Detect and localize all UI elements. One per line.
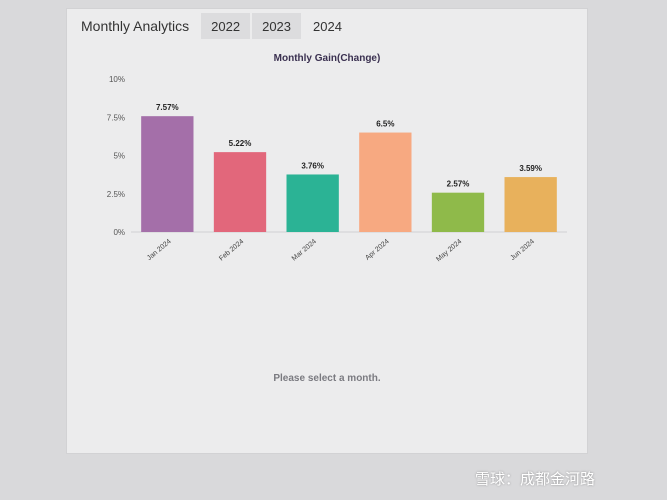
bar[interactable] — [213, 152, 267, 232]
x-tick-label: Apr 2024 — [364, 238, 390, 262]
year-tab-bar: Monthly Analytics 2022 2023 2024 — [73, 13, 352, 39]
y-tick-label: 2.5% — [107, 190, 125, 199]
chart-title: Monthly Gain(Change) — [273, 53, 381, 64]
bar[interactable] — [504, 177, 557, 232]
bar-value-label: 7.57% — [156, 103, 179, 112]
x-tick-label: Mar 2024 — [291, 238, 318, 262]
tab-2024[interactable]: 2024 — [313, 18, 342, 34]
bar-value-label: 3.59% — [519, 164, 542, 173]
bar-value-label: 2.57% — [447, 180, 470, 189]
bar-chart: 0% 2.5% 5% 7.5% 10% 7.57% Jan 2024 5.22% Feb 202… — [107, 75, 567, 263]
bar[interactable] — [431, 192, 485, 232]
tab-2023[interactable]: 2023 — [252, 13, 302, 39]
watermark-text: 雪球：成都金河路 — [475, 471, 596, 488]
select-month-hint: Please select a month. — [273, 373, 381, 384]
x-tick-label: Feb 2024 — [218, 238, 245, 262]
x-tick-label: Jan 2024 — [146, 238, 173, 262]
bar-value-label: 6.5% — [376, 120, 394, 129]
panel-title: Monthly Analytics — [81, 18, 190, 34]
bar-value-label: 5.22% — [229, 139, 252, 148]
y-tick-label: 5% — [113, 152, 125, 161]
x-tick-label: Jun 2024 — [509, 238, 536, 262]
y-tick-label: 0% — [113, 228, 125, 237]
y-tick-label: 10% — [109, 75, 125, 84]
bar-value-label: 3.76% — [301, 161, 324, 170]
bar[interactable] — [141, 116, 194, 232]
bar[interactable] — [359, 132, 412, 232]
tab-2022[interactable]: 2022 — [201, 13, 251, 39]
x-tick-label: May 2024 — [435, 238, 463, 263]
bar[interactable] — [286, 174, 339, 232]
analytics-panel: Monthly Analytics 2022 2023 2024 Monthly… — [66, 8, 588, 454]
y-tick-label: 7.5% — [107, 113, 125, 122]
